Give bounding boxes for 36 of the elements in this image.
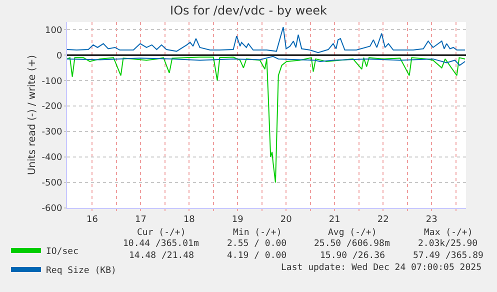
text: 25.50 /606.98m (314, 239, 390, 249)
x-tick-label: 22 (377, 214, 389, 225)
x-tick-label: 17 (134, 214, 146, 225)
chart-title: IOs for /dev/vdc - by week (170, 3, 327, 18)
y-tick-label: 0 (56, 51, 62, 62)
line-series (67, 56, 466, 66)
legend-label: IO/sec (46, 247, 79, 258)
x-tick-label: 16 (86, 214, 98, 225)
text: Max (-/+) (424, 228, 473, 238)
text: 57.49 /365.89 (413, 251, 484, 261)
line-series (67, 56, 466, 184)
y-tick-label: -500 (42, 178, 62, 189)
text: 10.44 /365.01m (123, 239, 199, 249)
y-tick-label: -600 (42, 204, 62, 214)
y-tick-label: -200 (42, 102, 62, 112)
y-tick-label: -300 (42, 128, 62, 138)
x-tick-label: 23 (426, 214, 438, 225)
text: Cur (-/+) (137, 228, 186, 238)
y-axis-title: Units read (-) / write (+) (26, 54, 38, 176)
line-series (67, 26, 466, 54)
text: 4.19 / 0.00 (227, 251, 287, 261)
y-tick-label: -400 (42, 153, 62, 164)
y-tick-label: 100 (45, 26, 62, 36)
x-tick-label: 20 (280, 214, 292, 225)
text: 15.90 /26.36 (320, 251, 386, 261)
text: 14.48 /21.48 (129, 251, 194, 261)
x-tick-label: 21 (328, 214, 340, 225)
x-tick-label: 19 (232, 214, 244, 225)
y-tick-label: -100 (42, 76, 62, 87)
text: 2.03k/25.90 (418, 239, 478, 249)
text: Last update: Wed Dec 24 07:00:05 2025 (281, 263, 482, 273)
text: Avg (-/+) (328, 228, 377, 238)
legend-label: Req Size (KB) (46, 266, 116, 276)
text: 2.55 / 0.00 (227, 239, 287, 249)
x-tick-label: 18 (183, 214, 196, 225)
text: Min (-/+) (233, 228, 282, 238)
